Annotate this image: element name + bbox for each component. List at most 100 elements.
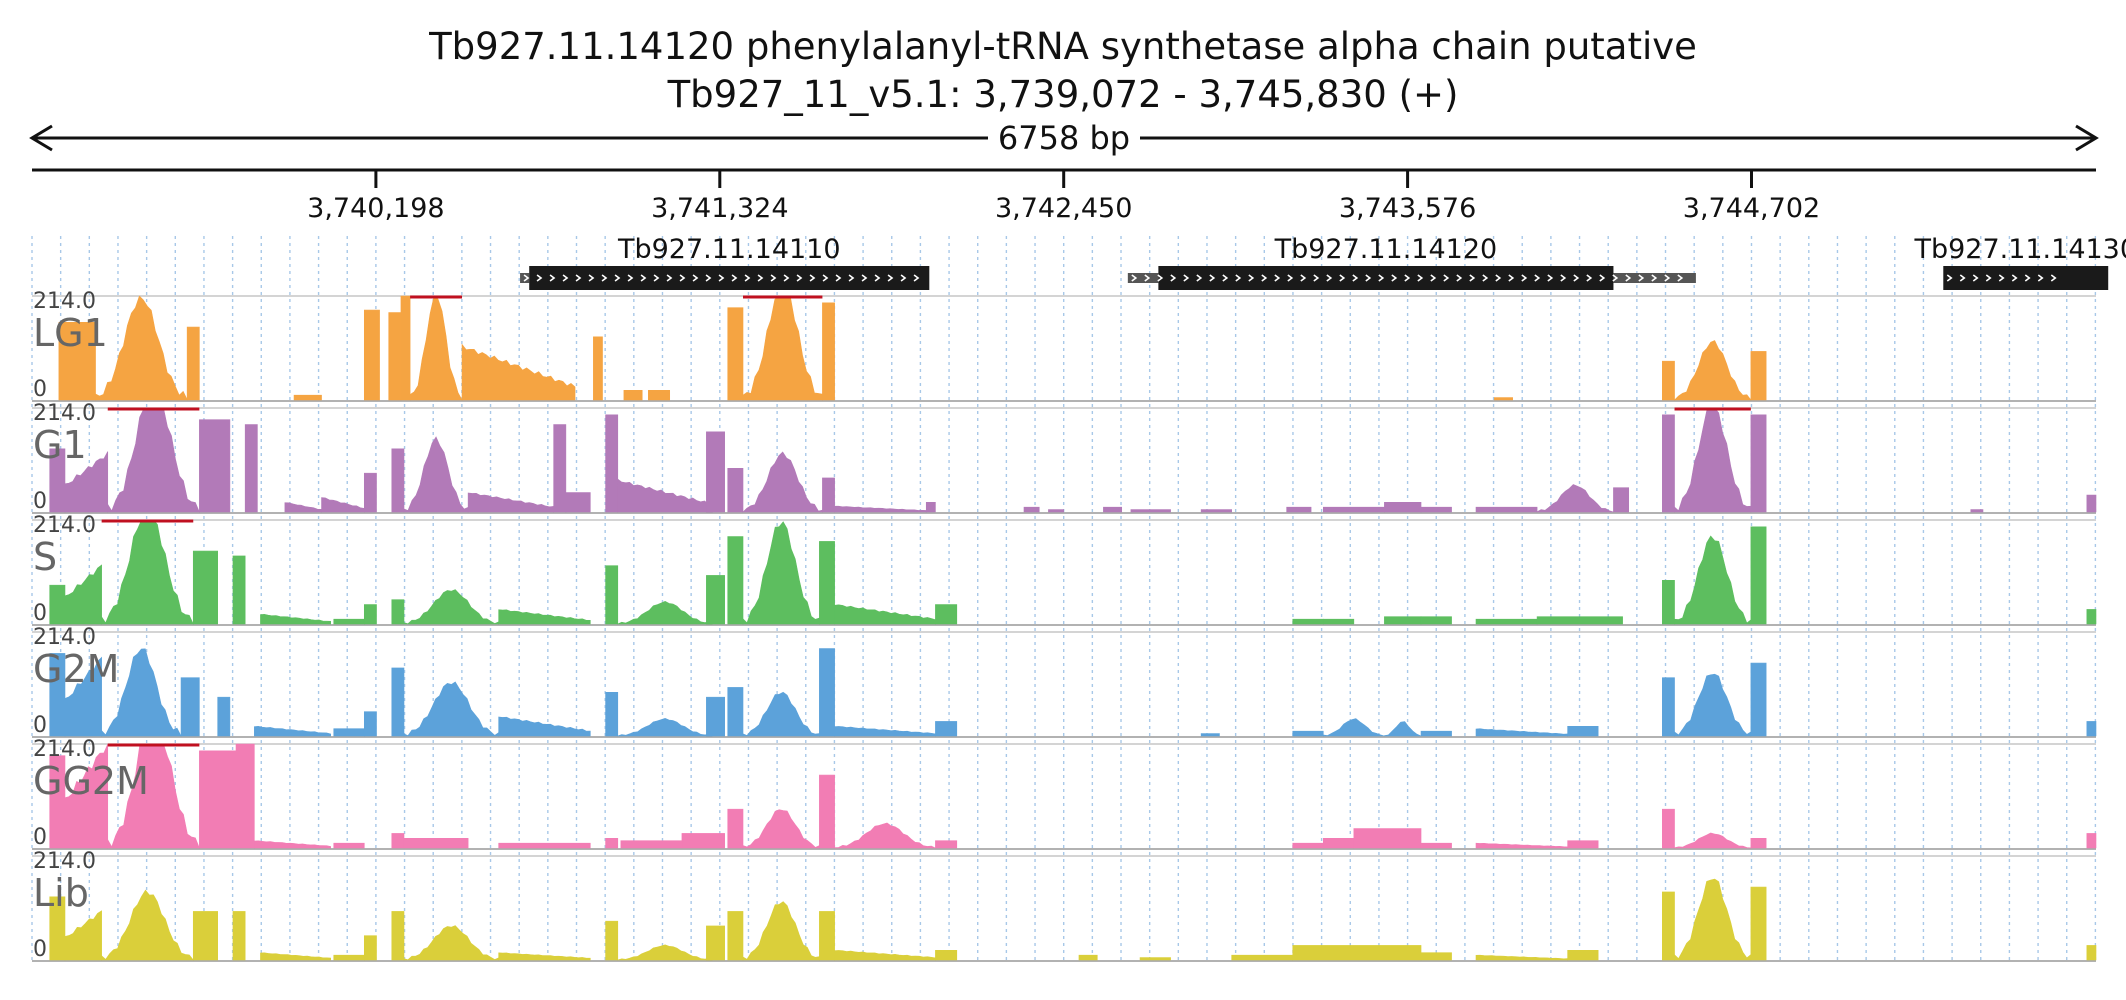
coverage-area <box>1536 616 1623 625</box>
chevron-right-icon <box>588 274 595 282</box>
chevron-right-icon <box>1235 274 1242 282</box>
chevron-right-icon <box>770 274 777 282</box>
y-min-label: 0 <box>33 601 47 626</box>
coverage-area <box>742 691 820 737</box>
chart-subtitle: Tb927_11_v5.1: 3,739,072 - 3,745,830 (+) <box>667 73 1459 116</box>
chevron-right-icon <box>1326 274 1333 282</box>
track-lib: 214.0 0 Lib <box>32 849 2097 962</box>
coverage-area <box>1662 891 1675 961</box>
coverage-area <box>605 565 619 625</box>
coverage-area <box>333 618 365 625</box>
chevron-right-icon <box>1196 274 1203 282</box>
coverage-area <box>1674 832 1752 849</box>
coverage-area <box>1475 954 1568 961</box>
chevron-right-icon <box>1430 274 1437 282</box>
coverage-area <box>617 600 713 625</box>
chevron-right-icon <box>887 274 894 282</box>
tick-label: 3,744,702 <box>1683 193 1820 224</box>
chevron-right-icon <box>1443 274 1450 282</box>
gene-models: Tb927.11.14110 Tb927.11.14120 Tb927.11.141… <box>520 234 2126 290</box>
coverage-area <box>403 837 469 849</box>
gene-cds <box>1943 266 2109 290</box>
coverage-area <box>1536 484 1614 513</box>
span-length-label: 6758 bp <box>998 119 1130 157</box>
chevron-right-icon <box>1365 274 1372 282</box>
coverage-area <box>1750 351 1767 401</box>
coverage-area <box>49 448 66 513</box>
chart-title: Tb927.11.14120 phenylalanyl-tRNA synthet… <box>428 25 1697 68</box>
coverage-area <box>403 589 499 625</box>
coverage-area <box>101 519 194 625</box>
gene-Tb927.11.14120: Tb927.11.14120 <box>1127 234 1696 290</box>
coverage-area <box>2086 494 2097 513</box>
gene-label: Tb927.11.14110 <box>617 234 841 265</box>
coverage-area <box>284 502 322 513</box>
coverage-area <box>1567 949 1599 961</box>
coverage-area <box>1420 952 1452 961</box>
chevron-right-icon <box>822 274 829 282</box>
coverage-area <box>232 911 246 961</box>
coverage-area <box>293 394 322 401</box>
tick-label: 3,742,450 <box>995 193 1132 224</box>
coverage-area <box>706 431 725 513</box>
chevron-right-icon <box>1456 274 1463 282</box>
coverage-area <box>498 609 591 625</box>
chevron-right-icon <box>1287 274 1294 282</box>
coverage-area <box>1200 733 1220 737</box>
track-label: Lib <box>33 871 89 915</box>
coverage-area <box>403 681 499 737</box>
chevron-right-icon <box>1300 274 1307 282</box>
chevron-right-icon <box>1131 274 1138 282</box>
coverage-area <box>727 467 744 513</box>
coverage-area <box>192 911 218 961</box>
coverage-area <box>2086 721 2097 737</box>
coverage-area <box>1674 673 1752 737</box>
coverage-area <box>706 925 725 961</box>
coverage-area <box>935 949 958 961</box>
coverage-area <box>260 614 331 625</box>
coverage-area <box>1322 506 1385 513</box>
track-g1: 214.0 0 G1 <box>32 401 2097 514</box>
coverage-area <box>605 691 619 737</box>
coverage-area <box>1750 526 1767 625</box>
coverage-area <box>1322 618 1355 625</box>
coverage-area <box>1292 945 1422 961</box>
track-label: G2M <box>33 647 119 691</box>
coverage-area <box>1750 886 1767 961</box>
track-label: S <box>33 535 57 579</box>
coverage-area <box>727 687 744 737</box>
chevron-right-icon <box>1248 274 1255 282</box>
y-min-label: 0 <box>33 489 47 514</box>
coverage-area <box>403 925 499 961</box>
strand-arrows <box>523 274 920 282</box>
coverage-area <box>333 842 365 849</box>
coverage-area <box>1103 506 1123 513</box>
coverage-area <box>333 954 365 961</box>
coverage-area <box>1048 509 1064 513</box>
coverage-area <box>49 584 66 625</box>
coverage-area <box>620 840 683 849</box>
chevron-right-icon <box>1998 274 2005 282</box>
coverage-area <box>935 604 958 625</box>
coverage-area <box>742 451 823 513</box>
y-min-label: 0 <box>33 937 47 962</box>
coverage-area <box>64 564 102 625</box>
coverage-area <box>1130 509 1171 513</box>
chevron-right-icon <box>2011 274 2018 282</box>
track-s: 214.0 0 S <box>32 513 2097 626</box>
coverage-area <box>244 424 258 513</box>
chevron-right-icon <box>653 274 660 282</box>
chevron-right-icon <box>1469 274 1476 282</box>
coverage-area <box>681 833 725 849</box>
coverage-area <box>1023 506 1040 513</box>
coverage-area <box>391 667 405 737</box>
coverage-area <box>1353 828 1422 849</box>
arrow-right-icon <box>2075 124 2099 152</box>
y-max-label: 214.0 <box>33 289 96 314</box>
chevron-right-icon <box>1391 274 1398 282</box>
chevron-right-icon <box>1339 274 1346 282</box>
strand-arrows <box>1131 274 1684 282</box>
coverage-area <box>1292 618 1324 625</box>
coverage-area <box>834 726 936 737</box>
coverage-area <box>834 950 936 961</box>
